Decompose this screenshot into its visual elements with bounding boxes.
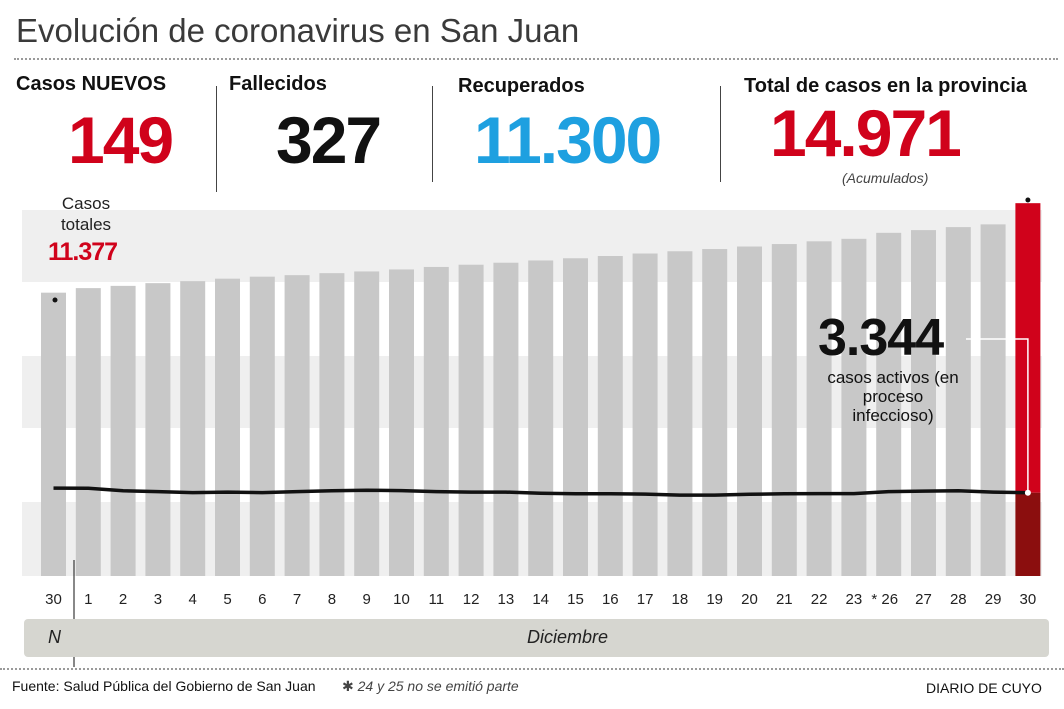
tick-label: 16 [602,591,619,608]
month-december: Diciembre [527,627,609,647]
tick-label: 1 [84,591,92,608]
total-bar [980,224,1006,576]
total-end-dot [1025,197,1031,203]
total-bar [41,292,66,576]
active-callout-line [966,338,1029,493]
stat-recovered-label: Recuperados [458,75,585,97]
total-bar [632,253,658,576]
total-bar [319,273,345,576]
tick-label: 30 [45,591,62,608]
tick-label: 14 [532,591,549,608]
tick-label: 29 [985,591,1002,608]
total-bar [876,232,902,576]
stat-deaths-label: Fallecidos [229,73,327,95]
tick-label: 5 [223,591,231,608]
start-total-dot [52,297,58,303]
tick-label: 8 [328,591,336,608]
title-divider [14,58,1058,60]
tick-label: 13 [498,591,515,608]
tick-label: 20 [741,591,758,608]
footer-divider [0,668,1064,670]
active-cases-label: casos activos (en proceso infeccioso) [827,368,959,425]
tick-label: 11 [429,591,445,608]
marker-dots [52,197,1031,496]
total-bar [841,238,867,577]
month-november: N [48,627,61,647]
tick-label: 15 [567,591,584,608]
total-bar [563,258,588,576]
month-bar [24,619,1049,657]
total-bar [180,281,206,576]
tick-label: 17 [637,591,654,608]
stat-divider [216,86,217,192]
total-bar [215,278,240,576]
active-cases-line [53,486,1028,497]
total-bar [806,241,832,576]
tick-label: 10 [393,591,410,608]
total-bar [249,276,275,576]
start-total-value: 11.377 [48,238,118,266]
page-title: Evolución de coronavirus en San Juan [16,12,580,49]
total-bar [423,266,449,576]
total-bar [354,271,380,576]
stat-divider [432,86,433,182]
stat-total-value: 14.971 [770,96,962,170]
start-total-label: Casos totales [60,194,112,234]
stat-deaths-value: 327 [276,103,382,177]
tick-label: 6 [258,591,266,608]
footer-brand: DIARIO DE CUYO [926,680,1042,696]
total-bar [75,288,101,576]
tick-label: 22 [811,591,828,608]
x-axis-ticks: 30 1 2 3 4 5 6 7 8 9 10 11 12 13 14 15 16 17 18 19 20 21 22 23 *… [45,591,1036,608]
tick-label: 28 [950,591,967,608]
total-bar [389,269,414,576]
total-bar [493,262,519,576]
total-bar [667,251,693,576]
total-bar [911,230,936,577]
tick-label: 4 [189,591,197,608]
active-bar-highlight [1015,492,1041,576]
total-bar [597,255,623,577]
total-note: (Acumulados) [842,170,929,186]
tick-label: 9 [363,591,371,608]
total-bar [458,264,484,576]
stat-new-label: Casos NUEVOS [16,73,167,95]
tick-label: 18 [672,591,689,608]
total-bar [702,249,728,577]
total-bar [110,285,136,576]
tick-label: 30 [1020,591,1037,608]
tick-label: * 26 [871,591,898,608]
stat-recovered-value: 11.300 [474,103,662,177]
stat-total-label: Total de casos en la provincia [744,75,1028,97]
total-bar [528,260,554,576]
tick-label: 23 [846,591,863,608]
tick-label: 7 [293,591,301,608]
tick-label: 3 [154,591,162,608]
active-cases-value: 3.344 [818,309,944,367]
tick-label: 12 [463,591,480,608]
tick-label: 2 [119,591,127,608]
footer-note: ✱ 24 y 25 no se emitió parte [342,678,519,694]
total-bar [284,275,310,576]
footer-source: Fuente: Salud Pública del Gobierno de Sa… [12,678,316,694]
tick-label: 19 [706,591,723,608]
total-bar [771,244,797,577]
active-end-dot [1024,489,1031,496]
stat-new-value: 149 [68,103,174,177]
tick-label: 21 [776,591,793,608]
total-bar [737,246,762,576]
total-bar [145,283,171,576]
tick-label: 27 [915,591,932,608]
total-bar [945,227,971,576]
stat-divider [720,86,721,182]
